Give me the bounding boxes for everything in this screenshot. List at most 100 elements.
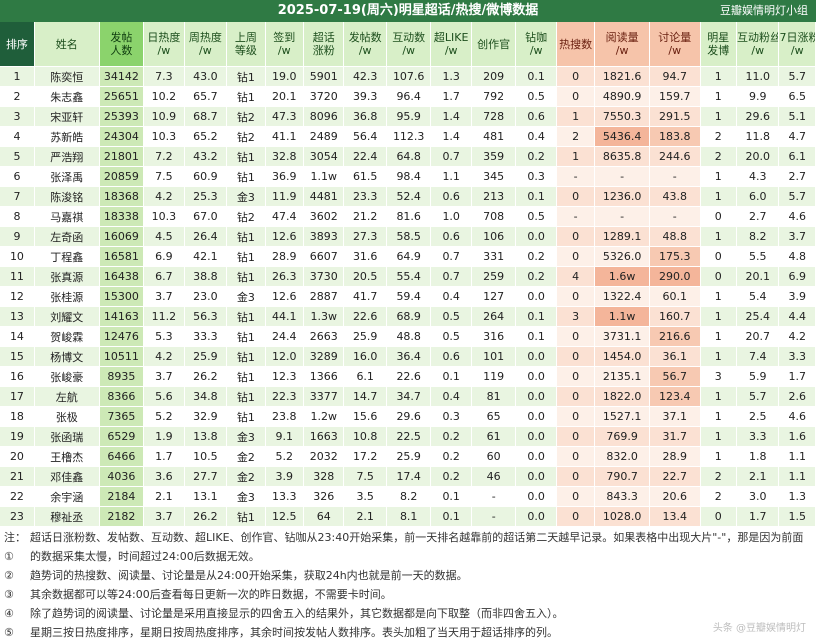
table-cell: 0.0 — [515, 346, 557, 367]
table-cell: 0 — [556, 386, 596, 407]
table-row: 9 左奇函 16069 4.5 26.4 钻1 12.6 3893 27.3 58.5 0.6 106… — [0, 226, 816, 247]
name-cell: 刘耀文 — [34, 306, 100, 327]
table-cell: 5326.0 — [594, 246, 650, 267]
table-cell: 7.3 — [143, 66, 185, 87]
table-cell: 10 — [0, 246, 35, 267]
name-cell: 张泽禹 — [34, 166, 100, 187]
table-cell: 65.7 — [184, 86, 228, 107]
table-cell: 1.1w — [303, 166, 345, 187]
name-cell: 陈奕恒 — [34, 66, 100, 87]
name-cell: 马嘉祺 — [34, 206, 100, 227]
table-cell: 1 — [556, 106, 596, 127]
table-cell: 钻1 — [226, 366, 266, 387]
table-cell: 金3 — [226, 486, 266, 507]
table-cell: 1366 — [303, 366, 345, 387]
table-cell: 0.0 — [515, 406, 557, 427]
table-cell: 0.7 — [430, 266, 472, 287]
header-cell: 互动数/w — [386, 22, 432, 67]
table-cell: 3893 — [303, 226, 345, 247]
table-row: 17 左航 8366 5.6 34.8 钻1 22.3 3377 14.7 34.7 0.4 81 0.… — [0, 386, 816, 407]
note-text: 趋势词的热搜数、阅读量、讨论量是从24:00开始采集，获取24h内也就是前一天的… — [30, 569, 468, 582]
table-cell: 32.9 — [184, 406, 228, 427]
table-cell: - — [594, 206, 650, 227]
table-cell: 1.6 — [778, 426, 816, 447]
table-cell: 1 — [700, 386, 737, 407]
table-cell: 0.2 — [515, 266, 557, 287]
table-row: 12 张桂源 15300 3.7 23.0 金3 12.6 2887 41.7 59.4 0.4 12… — [0, 286, 816, 307]
table-cell: 11.9 — [265, 186, 304, 207]
note-text: 除了趋势词的阅读量、讨论量是采用直接显示的四舍五入的结果外，其它数据都是向下取整… — [30, 607, 564, 620]
table-cell: 96.4 — [386, 86, 432, 107]
table-cell: 4.8 — [778, 246, 816, 267]
name-cell: 宋亚轩 — [34, 106, 100, 127]
table-cell: 13.4 — [649, 506, 701, 527]
table-cell: 3.7 — [143, 506, 185, 527]
table-cell: 2489 — [303, 126, 345, 147]
data-table: 排序 姓名 发帖 人数 日热度/w 周热度/w 上周 等级 签到/w 超话 涨粉 发帖… — [0, 22, 816, 527]
table-cell: - — [594, 166, 650, 187]
table-cell: 0 — [556, 366, 596, 387]
table-cell: 209 — [471, 66, 517, 87]
header-cell: 发帖 人数 — [99, 22, 145, 67]
table-cell: 25393 — [99, 106, 145, 127]
table-cell: 10.3 — [143, 126, 185, 147]
table-cell: 金2 — [226, 466, 266, 487]
table-cell: 4 — [556, 266, 596, 287]
name-cell: 张极 — [34, 406, 100, 427]
name-cell: 左航 — [34, 386, 100, 407]
table-cell: 4.2 — [143, 186, 185, 207]
table-cell: 2 — [700, 146, 737, 167]
table-cell: 1.5 — [778, 506, 816, 527]
name-cell: 严浩翔 — [34, 146, 100, 167]
table-cell: 48.8 — [386, 326, 432, 347]
header-cell: 7日涨粉/w — [778, 22, 816, 67]
table-cell: 0.2 — [430, 466, 472, 487]
table-cell: 2135.1 — [594, 366, 650, 387]
table-cell: - — [649, 166, 701, 187]
table-cell: 14.7 — [343, 386, 387, 407]
header-cell: 日热度/w — [143, 22, 185, 67]
table-cell: 31.7 — [649, 426, 701, 447]
table-cell: 25.9 — [386, 446, 432, 467]
table-cell: 0.1 — [515, 326, 557, 347]
table-cell: 843.3 — [594, 486, 650, 507]
table-cell: 47.3 — [265, 106, 304, 127]
table-cell: 1663 — [303, 426, 345, 447]
table-cell: 3054 — [303, 146, 345, 167]
table-cell: 1822.0 — [594, 386, 650, 407]
table-cell: 1 — [556, 146, 596, 167]
header-cell: 钻咖/w — [515, 22, 557, 67]
table-cell: 钻1 — [226, 66, 266, 87]
table-cell: 29.6 — [736, 106, 780, 127]
table-cell: 0.5 — [430, 306, 472, 327]
table-cell: 12.6 — [265, 226, 304, 247]
table-cell: 25651 — [99, 86, 145, 107]
table-cell: 24.4 — [265, 326, 304, 347]
table-cell: 26.4 — [184, 226, 228, 247]
table-cell: 4481 — [303, 186, 345, 207]
table-cell: 1 — [0, 66, 35, 87]
table-cell: 7.5 — [343, 466, 387, 487]
table-cell: 0 — [556, 286, 596, 307]
table-cell: 0 — [700, 506, 737, 527]
table-cell: 2.1 — [736, 466, 780, 487]
table-cell: 1 — [700, 346, 737, 367]
table-cell: 1.1 — [778, 466, 816, 487]
table-cell: 5.1 — [778, 106, 816, 127]
table-cell: 5436.4 — [594, 126, 650, 147]
table-cell: 8935 — [99, 366, 145, 387]
table-row: 13 刘耀文 14163 11.2 56.3 钻1 44.1 1.3w 22.6 68.9 0.5 2… — [0, 306, 816, 327]
table-cell: 1 — [700, 286, 737, 307]
table-cell: 0.0 — [515, 226, 557, 247]
table-cell: 1 — [700, 426, 737, 447]
table-cell: 23.8 — [265, 406, 304, 427]
table-cell: 34142 — [99, 66, 145, 87]
table-cell: 7.2 — [143, 146, 185, 167]
table-cell: 67.0 — [184, 206, 228, 227]
table-cell: 4.2 — [778, 326, 816, 347]
table-cell: 0.2 — [430, 426, 472, 447]
table-cell: 47.4 — [265, 206, 304, 227]
table-cell: 3 — [0, 106, 35, 127]
table-cell: 331 — [471, 246, 517, 267]
